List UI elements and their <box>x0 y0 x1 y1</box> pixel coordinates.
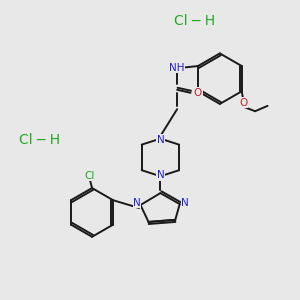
Text: N: N <box>133 198 141 208</box>
Text: O: O <box>239 98 247 108</box>
Text: Cl − H: Cl − H <box>174 14 215 28</box>
Text: N: N <box>181 198 189 208</box>
Text: O: O <box>194 88 202 98</box>
Text: Cl − H: Cl − H <box>20 133 61 147</box>
Text: NH: NH <box>169 62 185 73</box>
Text: N: N <box>157 170 164 180</box>
Text: N: N <box>157 135 164 145</box>
Text: Cl: Cl <box>84 171 94 181</box>
